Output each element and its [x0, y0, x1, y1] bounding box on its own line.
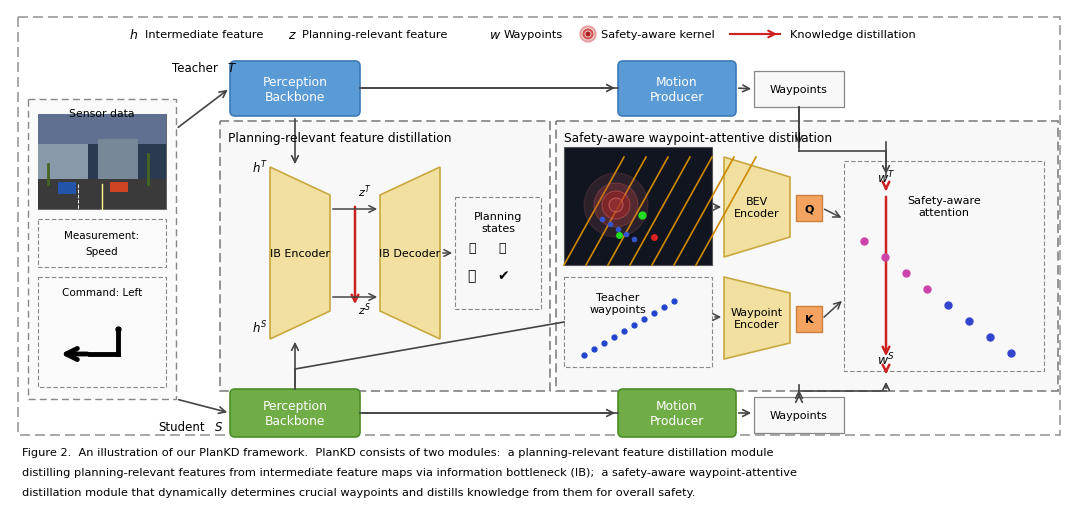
Text: Waypoints: Waypoints: [770, 410, 828, 420]
Text: Sensor data: Sensor data: [69, 109, 135, 119]
Text: Safety-aware kernel: Safety-aware kernel: [600, 30, 715, 40]
Text: Intermediate feature: Intermediate feature: [145, 30, 264, 40]
Text: Safety-aware waypoint-attentive distillation: Safety-aware waypoint-attentive distilla…: [564, 131, 832, 144]
Bar: [754, 72, 843, 108]
Bar: [110, 183, 129, 192]
Text: Perception
Backbone: Perception Backbone: [262, 399, 327, 427]
Text: Waypoints: Waypoints: [770, 85, 828, 95]
Text: $h^T$: $h^T$: [252, 159, 268, 176]
Bar: [754, 397, 843, 433]
Text: distillation module that dynamically determines crucial waypoints and distills k: distillation module that dynamically det…: [22, 487, 696, 497]
Bar: [38, 145, 87, 185]
Text: Student: Student: [159, 420, 205, 434]
Text: ✔: ✔: [497, 268, 509, 282]
Bar: [556, 122, 1058, 391]
Text: Safety-aware
attention: Safety-aware attention: [907, 196, 981, 217]
FancyBboxPatch shape: [230, 389, 360, 437]
Bar: [38, 219, 166, 267]
Text: Planning-relevant feature: Planning-relevant feature: [302, 30, 447, 40]
Bar: [58, 183, 76, 194]
Bar: [220, 122, 550, 391]
Text: Knowledge distillation: Knowledge distillation: [789, 30, 916, 40]
Circle shape: [579, 26, 597, 44]
Text: Motion
Producer: Motion Producer: [650, 399, 704, 427]
Bar: [796, 195, 822, 221]
Text: distilling planning-relevant features from intermediate feature maps via informa: distilling planning-relevant features fr…: [22, 467, 797, 477]
Text: Waypoint
Encoder: Waypoint Encoder: [731, 307, 783, 329]
Circle shape: [582, 29, 594, 41]
Text: $w^S$: $w^S$: [877, 351, 895, 367]
Bar: [98, 140, 138, 185]
Text: $h^S$: $h^S$: [252, 319, 268, 335]
Text: IB Decoder: IB Decoder: [379, 248, 441, 259]
Text: $w^T$: $w^T$: [877, 169, 895, 186]
Circle shape: [602, 191, 630, 219]
Bar: [38, 115, 166, 145]
Circle shape: [609, 199, 623, 213]
Text: w: w: [490, 29, 500, 41]
Text: K: K: [805, 315, 813, 324]
Text: Planning
states: Planning states: [474, 212, 523, 233]
Bar: [796, 306, 822, 332]
FancyBboxPatch shape: [618, 389, 735, 437]
Text: Speed: Speed: [85, 246, 119, 257]
Text: $z^S$: $z^S$: [357, 301, 372, 318]
Text: $z^T$: $z^T$: [357, 183, 372, 200]
FancyBboxPatch shape: [230, 62, 360, 117]
Text: Q: Q: [805, 204, 813, 214]
Circle shape: [594, 184, 638, 228]
Text: 🚗: 🚗: [469, 241, 476, 254]
Bar: [38, 277, 166, 387]
Bar: [18, 18, 1059, 435]
Text: Command: Left: Command: Left: [62, 288, 143, 297]
Text: Teacher: Teacher: [172, 62, 218, 74]
Polygon shape: [724, 277, 789, 359]
Text: Teacher
waypoints: Teacher waypoints: [590, 293, 646, 314]
Text: IB Encoder: IB Encoder: [270, 248, 330, 259]
Bar: [455, 197, 541, 309]
Text: BEV
Encoder: BEV Encoder: [734, 197, 780, 218]
Polygon shape: [724, 158, 789, 258]
Text: z: z: [288, 29, 295, 41]
Circle shape: [584, 174, 648, 238]
Text: 🚦: 🚦: [467, 268, 475, 282]
Bar: [564, 277, 712, 367]
Text: Planning-relevant feature distillation: Planning-relevant feature distillation: [228, 131, 451, 144]
Polygon shape: [380, 167, 440, 340]
Bar: [564, 148, 712, 266]
FancyBboxPatch shape: [618, 62, 735, 117]
Text: Perception
Backbone: Perception Backbone: [262, 75, 327, 103]
Bar: [28, 100, 176, 399]
Bar: [38, 180, 166, 210]
Bar: [38, 115, 166, 210]
Text: Figure 2.  An illustration of our PlanKD framework.  PlanKD consists of two modu: Figure 2. An illustration of our PlanKD …: [22, 447, 773, 457]
Text: T: T: [228, 62, 235, 74]
Text: Motion
Producer: Motion Producer: [650, 75, 704, 103]
Circle shape: [585, 32, 591, 38]
Text: 🛑: 🛑: [498, 241, 505, 254]
Text: Measurement:: Measurement:: [65, 231, 139, 241]
Text: Waypoints: Waypoints: [504, 30, 564, 40]
Bar: [843, 162, 1044, 371]
Text: S: S: [215, 420, 222, 434]
Text: h: h: [130, 29, 138, 41]
Polygon shape: [270, 167, 330, 340]
